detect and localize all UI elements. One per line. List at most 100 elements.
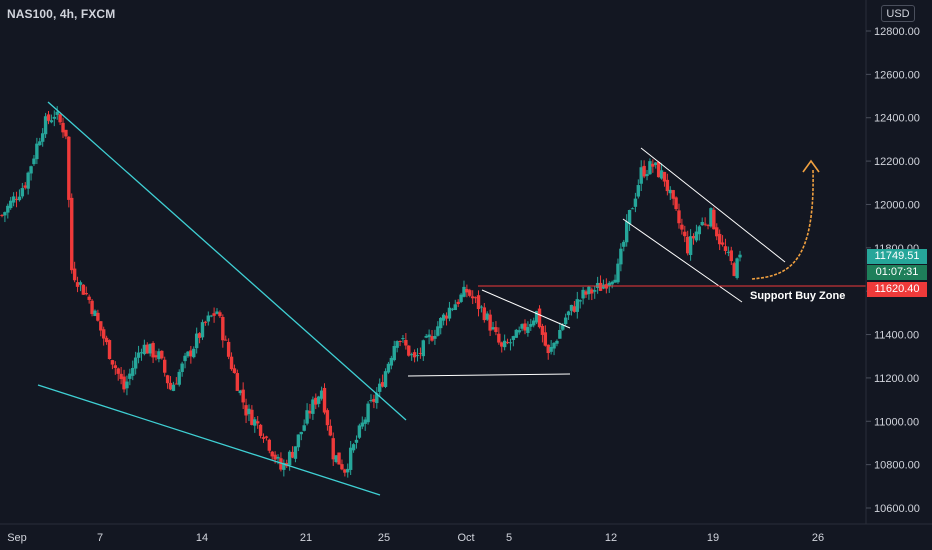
- candle-body: [392, 346, 396, 361]
- candle-body: [351, 444, 356, 451]
- candle-body: [43, 116, 48, 135]
- candle-body: [386, 363, 391, 373]
- candle-body: [549, 346, 553, 352]
- candle-body: [6, 205, 10, 213]
- candle-body: [552, 342, 556, 349]
- candle-body: [697, 226, 702, 235]
- candle-body: [642, 165, 646, 177]
- candle-body: [72, 268, 77, 281]
- candle-body: [325, 410, 330, 426]
- candle-body: [186, 351, 190, 357]
- candle-body: [209, 315, 213, 317]
- candle-body: [598, 282, 603, 291]
- projection-arrow[interactable]: [751, 169, 814, 280]
- candle-body: [610, 281, 614, 285]
- triangle-upper-line[interactable]: [481, 289, 571, 329]
- candle-body: [700, 221, 704, 226]
- candle-body: [555, 340, 559, 344]
- candle-body: [372, 398, 376, 402]
- candle-body: [523, 323, 527, 331]
- candle-body: [630, 208, 635, 210]
- candle-body: [578, 300, 582, 302]
- candle-body: [404, 339, 408, 346]
- candle-body: [14, 198, 19, 200]
- candle-body: [354, 439, 359, 443]
- candle-body: [593, 290, 597, 292]
- candle-body: [96, 312, 100, 321]
- candle-body: [706, 225, 710, 227]
- candle-body: [218, 312, 222, 317]
- candle-body: [253, 419, 257, 426]
- candle-body: [11, 196, 16, 203]
- candle-body: [122, 376, 126, 390]
- channel-lower-line[interactable]: [622, 218, 743, 303]
- candle-body: [125, 381, 129, 389]
- candle-body: [61, 122, 65, 133]
- candle-body: [511, 336, 516, 340]
- channel-upper-line[interactable]: [640, 147, 786, 263]
- candle-body: [192, 348, 196, 358]
- candle-body: [717, 233, 722, 245]
- candle-body: [412, 352, 417, 358]
- candle-body: [723, 246, 728, 251]
- candle-body: [38, 141, 42, 146]
- candle-body: [276, 456, 280, 459]
- candle-body: [595, 282, 600, 288]
- y-tick-label: 12200.00: [874, 156, 920, 168]
- x-tick-label: 25: [378, 532, 390, 544]
- candle-body: [447, 307, 452, 319]
- candle-body: [160, 350, 164, 359]
- candle-body: [197, 333, 202, 338]
- candle-body: [476, 295, 481, 310]
- candle-body: [735, 258, 739, 278]
- candle-body: [395, 341, 399, 348]
- candle-body: [235, 373, 240, 391]
- candle-body: [87, 296, 91, 300]
- candle-body: [200, 322, 205, 338]
- candle-body: [654, 162, 658, 166]
- candle-body: [67, 136, 71, 200]
- candle-body: [715, 227, 719, 237]
- candle-body: [363, 419, 367, 424]
- candle-body: [686, 236, 690, 254]
- wedge-upper-trendline[interactable]: [47, 101, 407, 421]
- candle-body: [215, 311, 219, 314]
- candle-body: [633, 198, 638, 207]
- y-tick-label: 10600.00: [874, 503, 920, 515]
- y-tick-label: 11400.00: [874, 330, 919, 342]
- candle-body: [569, 304, 574, 311]
- candle-body: [110, 360, 115, 365]
- candle-body: [645, 174, 649, 177]
- candle-body: [462, 286, 466, 297]
- candle-body: [35, 143, 39, 160]
- candle-body: [58, 114, 62, 123]
- candle-body: [566, 311, 571, 316]
- currency-button[interactable]: USD: [881, 5, 915, 22]
- candle-body: [26, 172, 30, 189]
- candle-body: [424, 335, 428, 338]
- triangle-base-line[interactable]: [407, 373, 571, 377]
- candle-body: [212, 313, 216, 316]
- x-axis-labels: Sep 7 14 21 25 Oct 5 12 19 26: [7, 532, 824, 544]
- x-tick-label: 19: [707, 532, 719, 544]
- candle-body: [502, 340, 507, 348]
- wedge-lower-trendline[interactable]: [37, 384, 381, 496]
- candle-body: [453, 304, 457, 311]
- candle-body: [346, 468, 350, 473]
- candle-body: [189, 350, 193, 357]
- candle-body: [357, 425, 362, 438]
- candle-body: [348, 447, 353, 470]
- candle-body: [133, 357, 138, 369]
- candle-body: [203, 321, 208, 323]
- candle-body: [334, 455, 338, 463]
- candle-body: [250, 409, 254, 425]
- candle-body: [674, 197, 678, 210]
- candle-body: [311, 399, 315, 414]
- candle-body: [659, 170, 664, 179]
- candle-body: [622, 241, 626, 247]
- candle-body: [468, 290, 472, 296]
- candle-body: [328, 425, 333, 436]
- candle-body: [540, 325, 545, 335]
- candle-body: [375, 393, 379, 404]
